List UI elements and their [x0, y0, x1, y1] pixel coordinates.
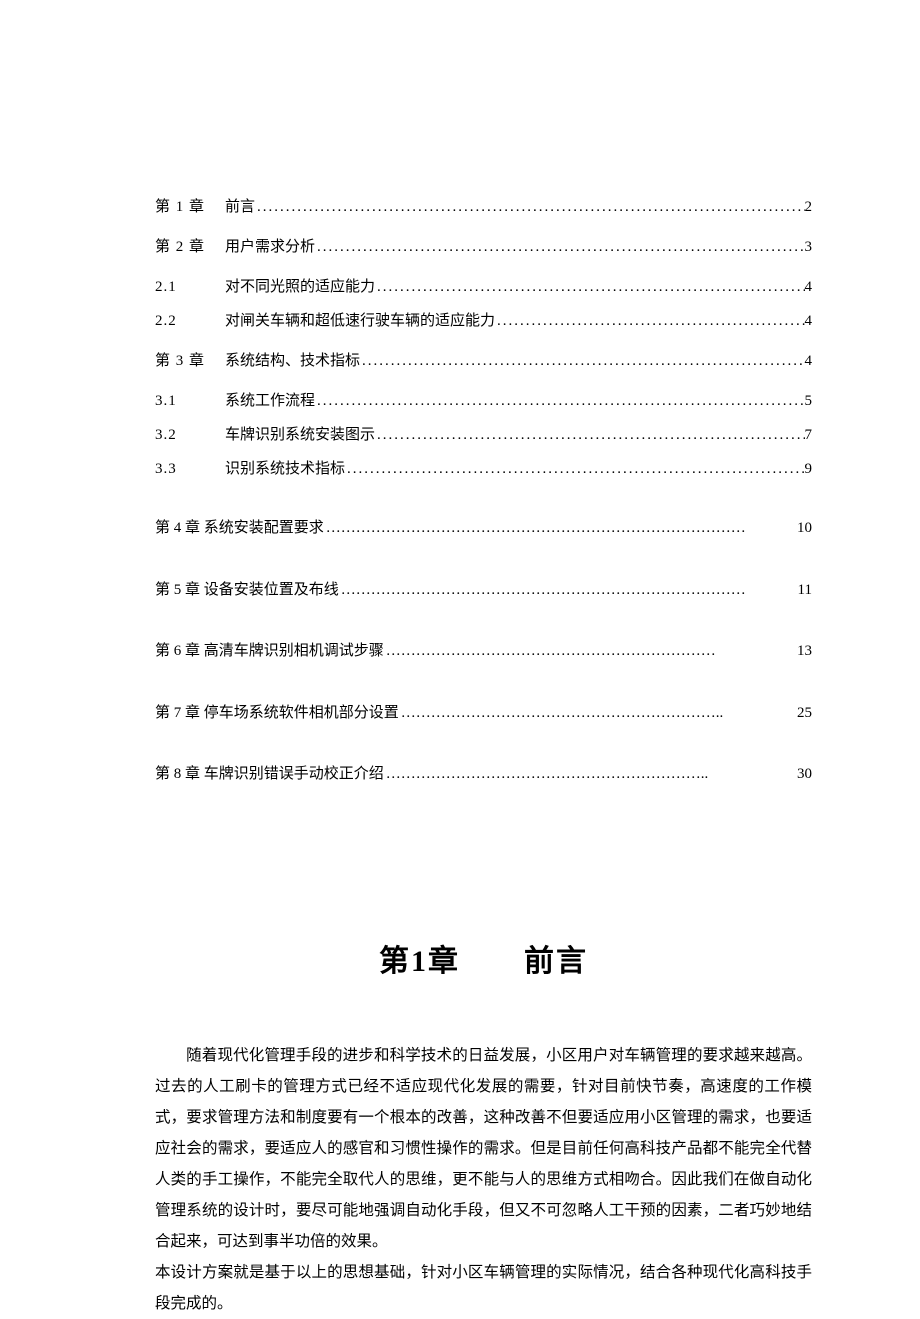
toc-page: 3: [805, 235, 813, 259]
toc-label: 第 1 章: [155, 195, 225, 219]
toc-leader: ........................................…: [345, 457, 804, 481]
toc-title: 车牌识别系统安装图示: [225, 423, 375, 447]
toc-page: 11: [798, 578, 812, 604]
toc-label: 第 2 章: [155, 235, 225, 259]
toc-title: 第 7 章 停车场系统软件相机部分设置: [155, 701, 399, 727]
toc-title: 第 6 章 高清车牌识别相机调试步骤: [155, 639, 384, 665]
toc-standalone-section: 第 4 章 系统安装配置要求 ……………………………………………………………………: [155, 516, 812, 788]
toc-title: 对闸关车辆和超低速行驶车辆的适应能力: [225, 309, 495, 333]
toc-leader: ………………………………………………………..: [384, 762, 797, 788]
toc-title: 系统结构、技术指标: [225, 349, 360, 373]
toc-title: 第 8 章 车牌识别错误手动校正介绍: [155, 762, 384, 788]
toc-title: 第 4 章 系统安装配置要求: [155, 516, 324, 542]
toc-leader: ........................................…: [315, 389, 804, 413]
toc-leader: …………………………………………………………: [384, 639, 797, 665]
toc-label: 3.1: [155, 389, 225, 413]
toc-label: 2.2: [155, 309, 225, 333]
toc-page: 2: [805, 195, 813, 219]
toc-leader: ………………………………………………………..: [399, 701, 797, 727]
toc-entry: 第 7 章 停车场系统软件相机部分设置 ………………………………………………………: [155, 701, 812, 727]
toc-page: 9: [805, 457, 813, 481]
chapter-body: 随着现代化管理手段的进步和科学技术的日益发展，小区用户对车辆管理的要求越来越高。…: [155, 1040, 812, 1319]
body-text-p1: 随着现代化管理手段的进步和科学技术的日益发展，小区用户对车辆管理的要求越来越高。…: [155, 1047, 812, 1250]
body-paragraph: 随着现代化管理手段的进步和科学技术的日益发展，小区用户对车辆管理的要求越来越高。…: [155, 1040, 812, 1257]
toc-entry: 3.3 识别系统技术指标 ...........................…: [155, 457, 812, 481]
toc-entry: 3.2 车牌识别系统安装图示 .........................…: [155, 423, 812, 447]
toc-page: 25: [797, 701, 812, 727]
toc-entry: 第 2 章 用户需求分析 ...........................…: [155, 235, 812, 259]
toc-page: 30: [797, 762, 812, 788]
toc-title: 对不同光照的适应能力: [225, 275, 375, 299]
toc-leader: ........................................…: [375, 275, 804, 299]
body-paragraph: 本设计方案就是基于以上的思想基础，针对小区车辆管理的实际情况，结合各种现代化高科…: [155, 1257, 812, 1319]
toc-leader: ........................................…: [315, 235, 804, 259]
toc-page: 4: [805, 275, 813, 299]
toc-page: 7: [805, 423, 813, 447]
toc-leader: ........................................…: [255, 195, 804, 219]
toc-leader: ........................................…: [375, 423, 804, 447]
toc-page: 13: [797, 639, 812, 665]
toc-entry: 3.1 系统工作流程 .............................…: [155, 389, 812, 413]
toc-title: 识别系统技术指标: [225, 457, 345, 481]
table-of-contents: 第 1 章 前言 ...............................…: [155, 195, 812, 481]
toc-title: 前言: [225, 195, 255, 219]
toc-leader: ………………………………………………………………………: [339, 578, 798, 604]
chapter-heading: 第1章 前言: [155, 936, 812, 980]
toc-entry: 2.1 对不同光照的适应能力 .........................…: [155, 275, 812, 299]
toc-leader: ........................................…: [495, 309, 804, 333]
toc-entry: 第 3 章 系统结构、技术指标 ........................…: [155, 349, 812, 373]
toc-page: 5: [805, 389, 813, 413]
toc-entry: 第 6 章 高清车牌识别相机调试步骤 …………………………………………………………: [155, 639, 812, 665]
toc-entry: 第 5 章 设备安装位置及布线 …………………………………………………………………: [155, 578, 812, 604]
toc-leader: …………………………………………………………………………: [324, 516, 797, 542]
toc-label: 第 3 章: [155, 349, 225, 373]
toc-title: 用户需求分析: [225, 235, 315, 259]
toc-entry: 第 4 章 系统安装配置要求 ……………………………………………………………………: [155, 516, 812, 542]
toc-title: 第 5 章 设备安装位置及布线: [155, 578, 339, 604]
toc-entry: 第 8 章 车牌识别错误手动校正介绍 …………………………………………………………: [155, 762, 812, 788]
toc-entry: 第 1 章 前言 ...............................…: [155, 195, 812, 219]
toc-page: 4: [805, 309, 813, 333]
toc-title: 系统工作流程: [225, 389, 315, 413]
toc-leader: ........................................…: [360, 349, 804, 373]
toc-page: 10: [797, 516, 812, 542]
toc-page: 4: [805, 349, 813, 373]
toc-label: 2.1: [155, 275, 225, 299]
toc-entry: 2.2 对闸关车辆和超低速行驶车辆的适应能力 .................…: [155, 309, 812, 333]
toc-label: 3.2: [155, 423, 225, 447]
document-page: 第 1 章 前言 ...............................…: [0, 0, 920, 1319]
toc-label: 3.3: [155, 457, 225, 481]
